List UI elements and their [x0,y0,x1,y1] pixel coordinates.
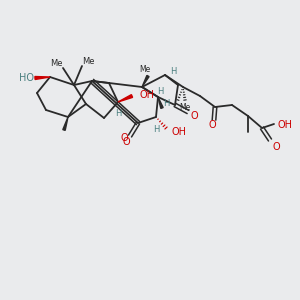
Polygon shape [35,76,50,80]
Text: H: H [170,67,176,76]
Text: Me: Me [50,58,62,68]
Text: H: H [115,110,121,118]
Text: H: H [163,98,169,107]
Polygon shape [63,117,68,130]
Text: Me: Me [140,65,151,74]
Text: O: O [122,137,130,147]
Text: OH: OH [172,127,187,137]
Polygon shape [158,97,163,108]
Text: O: O [208,120,216,130]
Text: Me: Me [82,58,94,67]
Polygon shape [142,75,149,87]
Text: Me: Me [179,103,191,112]
Text: H: H [153,124,159,134]
Text: H: H [157,88,163,97]
Polygon shape [118,94,133,102]
Text: O: O [190,111,198,121]
Text: HO: HO [19,73,34,83]
Text: O: O [120,133,128,143]
Text: O: O [272,142,280,152]
Text: OH: OH [278,120,293,130]
Text: OH: OH [139,90,154,100]
